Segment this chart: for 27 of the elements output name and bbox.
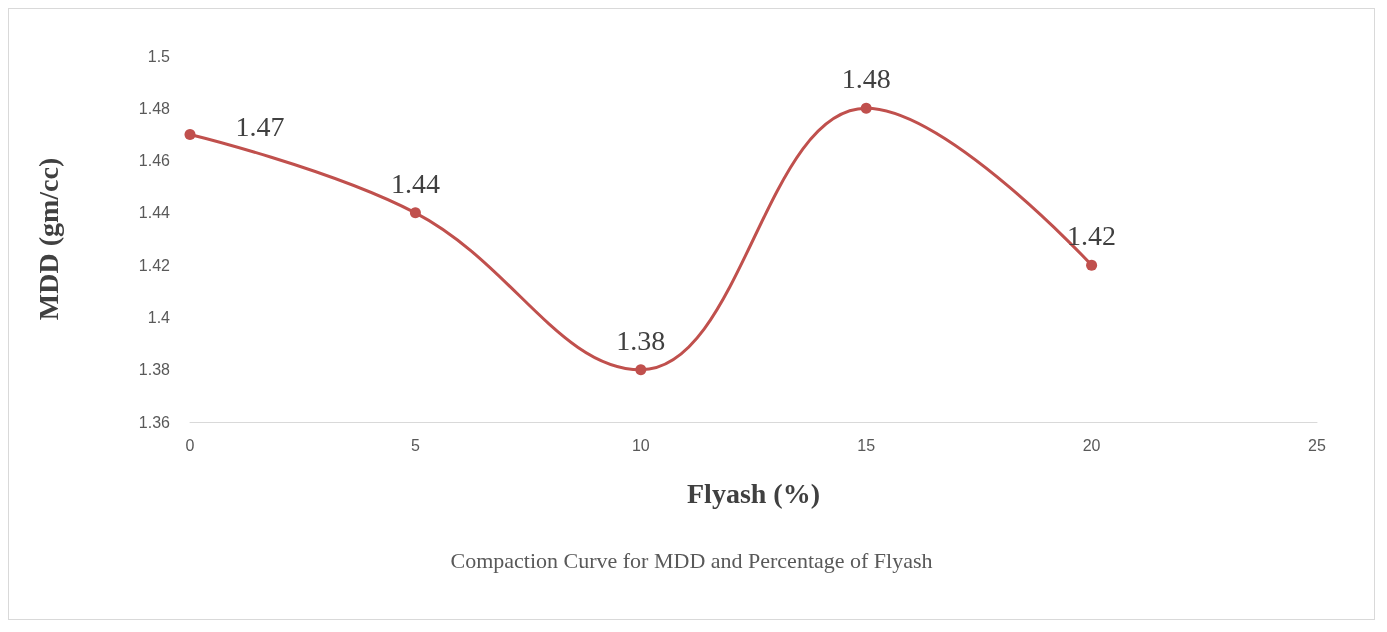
point xyxy=(635,364,647,376)
y-axis-title: MDD (gm/cc) xyxy=(32,157,64,321)
data-label: 1.48 xyxy=(841,63,891,95)
x-tick-label: 15 xyxy=(857,436,876,454)
point xyxy=(860,102,872,114)
y-tick-label: 1.48 xyxy=(138,99,171,117)
point xyxy=(409,207,421,219)
x-axis-title: Flyash (%) xyxy=(687,477,820,509)
y-tick-label: 1.44 xyxy=(138,204,171,222)
y-tick-label: 1.36 xyxy=(138,413,171,431)
y-tick-label: 1.42 xyxy=(138,256,171,274)
point xyxy=(184,128,196,140)
point xyxy=(1086,259,1098,271)
y-tick-label: 1.5 xyxy=(147,47,171,65)
text: Compaction Curve for MDD and Percentage of Flyash xyxy=(450,547,933,573)
data-label: 1.42 xyxy=(1067,220,1117,252)
x-tick-label: 0 xyxy=(185,436,195,454)
data-label: 1.38 xyxy=(616,324,666,356)
x-tick-label: 10 xyxy=(631,436,650,454)
y-tick-label: 1.4 xyxy=(147,308,171,326)
data-label: 1.47 xyxy=(235,110,285,142)
x-tick-label: 5 xyxy=(410,436,420,454)
x-tick-label: 25 xyxy=(1308,436,1326,454)
data-label: 1.44 xyxy=(390,167,440,199)
y-tick-label: 1.38 xyxy=(138,361,171,379)
y-tick-label: 1.46 xyxy=(138,152,171,170)
x-tick-label: 20 xyxy=(1082,436,1101,454)
